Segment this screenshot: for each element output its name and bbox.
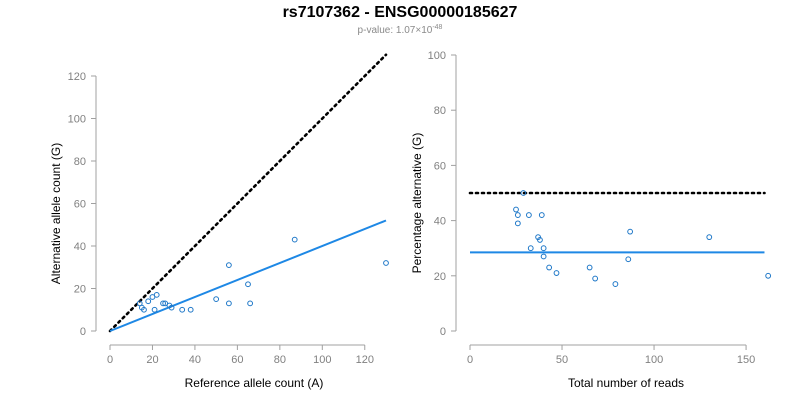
left-data-point [383,260,389,266]
left-data-point [247,300,254,307]
left-y-tick-label: 100 [68,114,86,126]
right-data-point [546,264,553,271]
left-data-point [245,281,251,288]
right-data-point [540,245,547,252]
left-data-point [168,304,175,311]
left-data-point [141,306,147,313]
left-x-tick-label: 100 [313,354,331,366]
right-data-point [514,212,521,218]
left-x-tick-label: 80 [274,354,286,366]
left-x-tick-label: 40 [189,354,201,366]
left-y-tick-label: 0 [80,326,86,338]
left-data-point [160,300,166,307]
left-y-tick-label: 20 [74,284,86,296]
right-data-point [514,220,521,227]
left-y-axis-title: Alternative allele count (G) [49,143,63,284]
pvalue-exponent: -48 [432,24,443,31]
right-data-point [625,256,632,263]
right-y-tick-label: 40 [434,216,446,228]
chart-title: rs7107362 - ENSG00000185627 [282,4,518,21]
right-y-tick-label: 60 [434,160,446,172]
right-data-point [520,190,527,196]
left-data-point [187,306,194,313]
right-data-point [513,206,519,213]
left-data-point [153,291,160,298]
right-x-axis-title: Total number of reads [568,376,684,390]
left-y-tick-label: 120 [68,71,86,83]
left-data-point [213,296,220,303]
left-x-axis-title: Reference allele count (A) [185,376,324,390]
right-x-tick-label: 50 [556,354,568,366]
left-x-tick-label: 60 [231,354,243,366]
left-x-tick-label: 20 [146,354,158,366]
left-y-tick-label: 80 [74,156,86,168]
left-data-point [179,306,186,313]
left-data-point [151,306,158,313]
right-data-point [612,281,619,287]
left-data-point [225,262,232,269]
right-y-tick-label: 100 [428,50,446,62]
left-data-point [291,236,298,243]
right-y-tick-label: 20 [434,271,446,283]
left-x-tick-label: 120 [356,354,374,366]
right-x-tick-label: 100 [645,354,663,366]
pvalue-text: p-value: 1.07×10 [357,25,433,36]
right-y-tick-label: 0 [440,326,446,338]
right-x-tick-label: 150 [737,354,755,366]
right-data-point [537,237,543,243]
right-data-point [706,234,713,241]
pvalue-subtitle: p-value: 1.07×10-48 [0,24,800,36]
right-data-point [527,245,534,252]
right-data-point [538,212,545,218]
left-y-tick-label: 40 [74,241,86,253]
right-data-point [540,253,547,260]
right-y-tick-label: 80 [434,105,446,117]
right-data-point [765,272,772,279]
right-data-point [586,264,593,271]
left-fit-line [109,219,387,332]
left-data-point [145,298,152,305]
right-data-point [525,212,532,218]
right-x-tick-label: 0 [467,354,473,366]
left-data-point [225,300,232,307]
right-data-point [553,270,560,276]
right-data-point [592,275,599,282]
right-y-axis-title: Percentage alternative (G) [410,133,424,274]
right-data-point [627,228,634,235]
left-reference-dotted-line [108,53,388,333]
left-x-tick-label: 0 [107,354,113,366]
left-y-tick-label: 60 [74,199,86,211]
